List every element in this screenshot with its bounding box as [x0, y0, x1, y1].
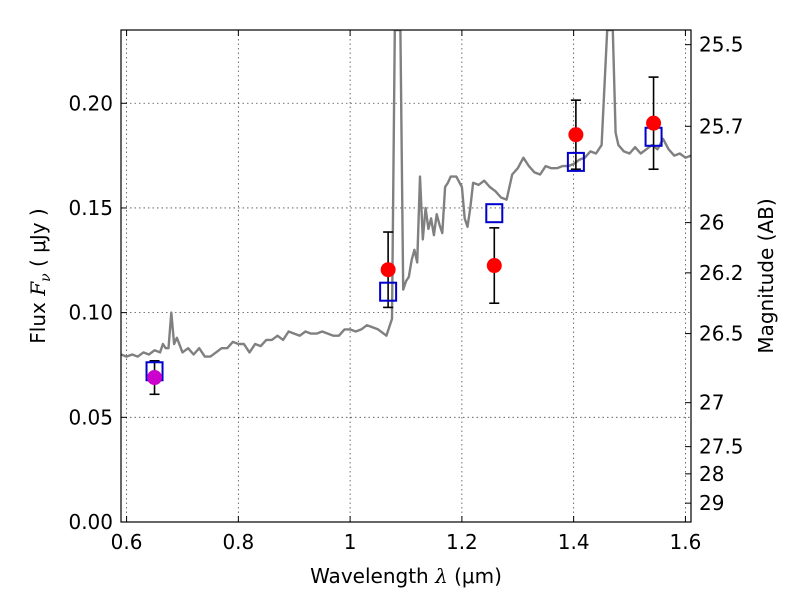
- observed-point: [568, 127, 584, 143]
- y-tick-label: 0.05: [68, 405, 113, 429]
- x-tick-label: 0.6: [111, 530, 143, 554]
- observed-point: [380, 262, 396, 278]
- right-tick-label: 28: [699, 462, 724, 486]
- y-tick-label: 0.00: [68, 510, 113, 534]
- y-axis-ticks: 0.00 0.05 0.10 0.15 0.20: [68, 91, 127, 534]
- x-tick-label: 1: [344, 530, 357, 554]
- observed-photometry-markers: [147, 115, 662, 386]
- observed-point: [486, 258, 502, 274]
- right-axis-label: Magnitude (AB): [754, 198, 778, 353]
- plot-frame: [120, 29, 692, 523]
- model-photometry-markers: [145, 126, 663, 382]
- model-point: [566, 151, 585, 172]
- right-tick-label: 27: [699, 391, 724, 415]
- x-tick-label: 1.2: [446, 530, 478, 554]
- model-point: [379, 281, 398, 302]
- x-tick-label: 1.6: [670, 530, 702, 554]
- right-tick-label: 26.5: [699, 322, 744, 346]
- right-tick-label: 26: [699, 211, 724, 235]
- x-axis-ticks: 0.6 0.8 1 1.2 1.4 1.6: [111, 30, 702, 554]
- x-tick-label: 0.8: [222, 530, 254, 554]
- error-bars: [149, 76, 659, 396]
- right-axis-ticks: 25.5 25.7 26 26.2 26.5 27 27.5 28 29: [685, 33, 744, 515]
- y-axis-label: Flux Fν ( μJy ): [26, 208, 54, 343]
- y-tick-label: 0.20: [68, 91, 113, 115]
- grid: [121, 30, 691, 523]
- model-point: [485, 203, 504, 224]
- right-tick-label: 25.7: [699, 114, 744, 138]
- right-tick-label: 25.5: [699, 33, 744, 57]
- right-tick-label: 27.5: [699, 435, 744, 459]
- y-tick-label: 0.10: [68, 301, 113, 325]
- model-spectrum-line: [121, 30, 691, 358]
- x-axis-label: Wavelength λ (μm): [310, 564, 502, 588]
- observed-point: [147, 370, 163, 386]
- x-tick-label: 1.4: [558, 530, 590, 554]
- right-tick-label: 29: [699, 491, 724, 515]
- y-tick-label: 0.15: [68, 196, 113, 220]
- right-tick-label: 26.2: [699, 261, 744, 285]
- observed-point: [646, 115, 662, 131]
